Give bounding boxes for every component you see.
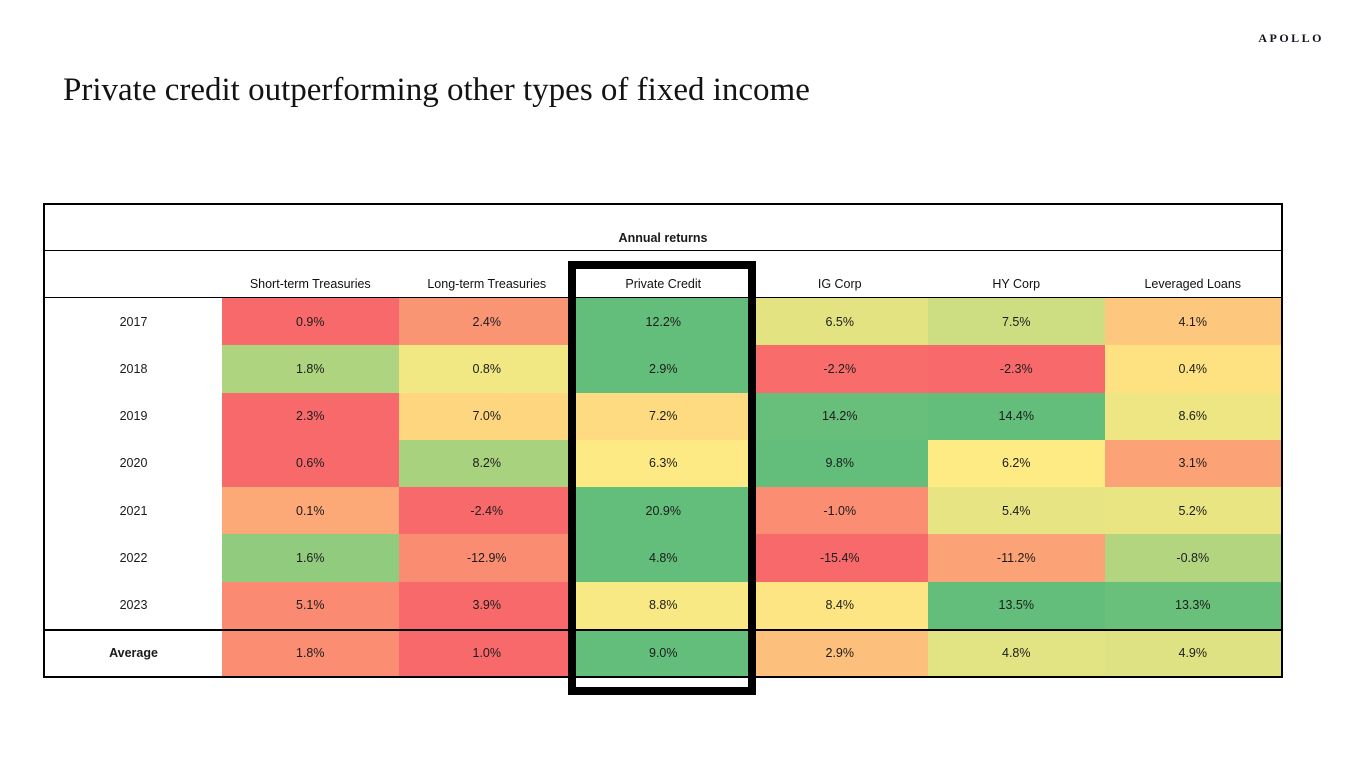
value-cell-2019-long-term-treasuries: 7.0% [398, 392, 575, 440]
corner-cell [45, 251, 222, 297]
value-cell-average-long-term-treasuries: 1.0% [398, 630, 575, 676]
value-cell-2019-private-credit: 7.2% [575, 392, 752, 440]
value-cell-2017-private-credit: 12.2% [575, 298, 752, 346]
value-cell-2023-short-term-treasuries: 5.1% [222, 581, 399, 629]
table-row-2023: 2023 5.1% 3.9% 8.8% 8.4% 13.5% 13.3% [45, 581, 1281, 629]
value-cell-2019-short-term-treasuries: 2.3% [222, 392, 399, 440]
value-cell-2017-short-term-treasuries: 0.9% [222, 298, 399, 346]
value-cell-2021-ig-corp: -1.0% [751, 487, 928, 535]
table-body: 2017 0.9% 2.4% 12.2% 6.5% 7.5% 4.1% 2018 1.8% 0.8… [45, 298, 1281, 676]
apollo-logo: APOLLO [1258, 31, 1324, 45]
value-cell-average-hy-corp: 4.8% [928, 630, 1105, 676]
column-header-short-term-treasuries: Short-term Treasuries [249, 277, 371, 291]
value-cell-2018-leveraged-loans: 0.4% [1104, 345, 1281, 393]
value-cell-2017-leveraged-loans: 4.1% [1104, 298, 1281, 346]
value-cell-2021-leveraged-loans: 5.2% [1104, 487, 1281, 535]
table-row-2021: 2021 0.1% -2.4% 20.9% -1.0% 5.4% 5.2% [45, 487, 1281, 535]
value-cell-2021-hy-corp: 5.4% [928, 487, 1105, 535]
row-label: 2017 [45, 298, 222, 346]
value-cell-2020-long-term-treasuries: 8.2% [398, 439, 575, 488]
value-cell-2022-hy-corp: -11.2% [928, 534, 1105, 582]
value-cell-2021-short-term-treasuries: 0.1% [222, 487, 399, 535]
value-cell-2021-private-credit: 20.9% [575, 487, 752, 535]
row-label: 2018 [45, 345, 222, 393]
annual-returns-table: Annual returns Short-term Treasuries Long… [43, 203, 1283, 695]
value-cell-2017-hy-corp: 7.5% [928, 298, 1105, 346]
value-cell-2022-leveraged-loans: -0.8% [1104, 534, 1281, 582]
value-cell-2018-hy-corp: -2.3% [928, 345, 1105, 393]
value-cell-2018-long-term-treasuries: 0.8% [398, 345, 575, 393]
table-title: Annual returns [45, 205, 1281, 251]
page-title: Private credit outperforming other types… [63, 72, 810, 108]
table-row-2019: 2019 2.3% 7.0% 7.2% 14.2% 14.4% 8.6% [45, 392, 1281, 440]
value-cell-average-leveraged-loans: 4.9% [1104, 630, 1281, 676]
table-header-row: Short-term Treasuries Long-term Treasurie… [45, 251, 1281, 298]
row-label: 2020 [45, 439, 222, 488]
value-cell-2017-long-term-treasuries: 2.4% [398, 298, 575, 346]
value-cell-2022-private-credit: 4.8% [575, 534, 752, 582]
table-row-2017: 2017 0.9% 2.4% 12.2% 6.5% 7.5% 4.1% [45, 298, 1281, 346]
value-cell-2019-leveraged-loans: 8.6% [1104, 392, 1281, 440]
value-cell-2022-short-term-treasuries: 1.6% [222, 534, 399, 582]
value-cell-2018-private-credit: 2.9% [575, 345, 752, 393]
column-header-private-credit: Private Credit [625, 277, 702, 291]
value-cell-2022-long-term-treasuries: -12.9% [398, 534, 575, 582]
column-header-hy-corp: HY Corp [992, 277, 1041, 291]
value-cell-2017-ig-corp: 6.5% [751, 298, 928, 346]
value-cell-2018-ig-corp: -2.2% [751, 345, 928, 393]
value-cell-2020-hy-corp: 6.2% [928, 439, 1105, 488]
value-cell-2023-private-credit: 8.8% [575, 581, 752, 629]
value-cell-2020-ig-corp: 9.8% [751, 439, 928, 488]
value-cell-2021-long-term-treasuries: -2.4% [398, 487, 575, 535]
row-label: 2023 [45, 581, 222, 629]
value-cell-2023-hy-corp: 13.5% [928, 581, 1105, 629]
column-header-ig-corp: IG Corp [817, 277, 862, 291]
value-cell-average-ig-corp: 2.9% [751, 630, 928, 676]
table-row-2018: 2018 1.8% 0.8% 2.9% -2.2% -2.3% 0.4% [45, 345, 1281, 393]
value-cell-2020-leveraged-loans: 3.1% [1104, 439, 1281, 488]
value-cell-average-private-credit: 9.0% [575, 630, 752, 676]
value-cell-2020-private-credit: 6.3% [575, 439, 752, 488]
row-label: 2019 [45, 392, 222, 440]
value-cell-2020-short-term-treasuries: 0.6% [222, 439, 399, 488]
table-row-2020: 2020 0.6% 8.2% 6.3% 9.8% 6.2% 3.1% [45, 439, 1281, 488]
value-cell-average-short-term-treasuries: 1.8% [222, 630, 399, 676]
row-label: 2021 [45, 487, 222, 535]
value-cell-2019-ig-corp: 14.2% [751, 392, 928, 440]
value-cell-2023-long-term-treasuries: 3.9% [398, 581, 575, 629]
row-label: Average [45, 630, 222, 676]
value-cell-2018-short-term-treasuries: 1.8% [222, 345, 399, 393]
column-header-leveraged-loans: Leveraged Loans [1144, 277, 1242, 291]
value-cell-2019-hy-corp: 14.4% [928, 392, 1105, 440]
value-cell-2023-ig-corp: 8.4% [751, 581, 928, 629]
column-header-long-term-treasuries: Long-term Treasuries [427, 277, 547, 291]
table-row-average: Average 1.8% 1.0% 9.0% 2.9% 4.8% 4.9% [45, 628, 1281, 676]
table-row-2022: 2022 1.6% -12.9% 4.8% -15.4% -11.2% -0.8% [45, 534, 1281, 582]
row-label: 2022 [45, 534, 222, 582]
value-cell-2023-leveraged-loans: 13.3% [1104, 581, 1281, 629]
value-cell-2022-ig-corp: -15.4% [751, 534, 928, 582]
